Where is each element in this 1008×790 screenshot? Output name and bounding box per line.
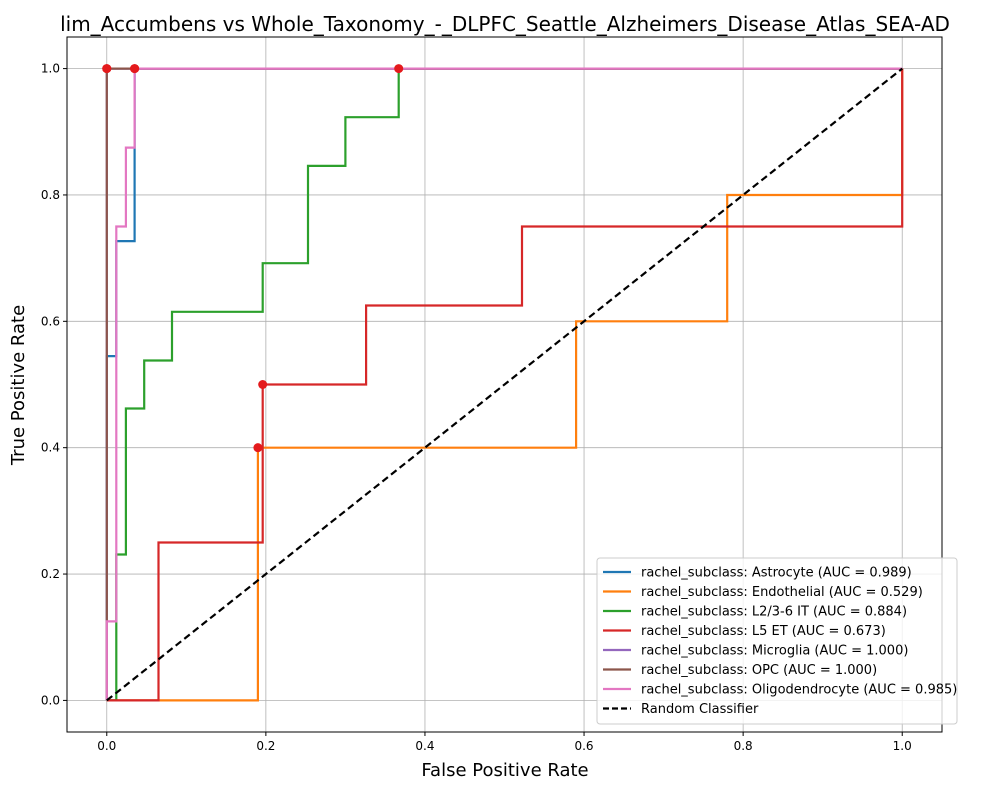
legend-label: rachel_subclass: L2/3-6 IT (AUC = 0.884) <box>641 605 907 620</box>
plot-area <box>102 64 904 702</box>
y-axis-label: True Positive Rate <box>8 305 29 466</box>
y-tick-label: 0.8 <box>41 188 60 202</box>
threshold-marker-6 <box>130 64 140 74</box>
legend: rachel_subclass: Astrocyte (AUC = 0.989)… <box>596 557 958 725</box>
series-line-3 <box>106 68 904 702</box>
legend-label: rachel_subclass: Endothelial (AUC = 0.52… <box>641 585 923 600</box>
legend-label: rachel_subclass: OPC (AUC = 1.000) <box>641 663 877 678</box>
chart-title: lim_Accumbens vs Whole_Taxonomy_-_DLPFC_… <box>60 12 950 36</box>
x-tick-label: 0.6 <box>574 739 593 753</box>
random-classifier-line <box>106 67 903 702</box>
legend-label: rachel_subclass: Astrocyte (AUC = 0.989) <box>641 566 912 581</box>
series-line-6 <box>105 67 903 701</box>
x-tick-label: 0.4 <box>415 739 434 753</box>
x-tick-label: 1.0 <box>893 739 912 753</box>
legend-label: Random Classifier <box>641 702 759 717</box>
legend-label: rachel_subclass: Oligodendrocyte (AUC = … <box>641 683 957 698</box>
legend-box <box>596 557 958 725</box>
y-ticks: 0.0 0.2 0.4 0.6 0.8 1.0 <box>41 62 67 707</box>
x-tick-label: 0.8 <box>734 739 753 753</box>
threshold-marker-3 <box>258 380 268 389</box>
x-tick-label: 0.2 <box>256 739 275 753</box>
threshold-marker-1 <box>253 443 263 453</box>
y-tick-label: 0.4 <box>41 441 60 455</box>
y-tick-label: 0.6 <box>41 314 60 328</box>
y-tick-label: 0.2 <box>41 567 60 581</box>
y-tick-label: 1.0 <box>41 62 60 76</box>
x-tick-label: 0.0 <box>97 739 116 753</box>
x-axis-label: False Positive Rate <box>421 760 588 781</box>
threshold-marker-5 <box>102 64 112 74</box>
threshold-marker-2 <box>394 64 404 74</box>
x-ticks: 0.0 0.2 0.4 0.6 0.8 1.0 <box>97 732 912 753</box>
y-tick-label: 0.0 <box>41 693 60 707</box>
series-line-2 <box>106 67 903 702</box>
series-line-1 <box>106 68 904 702</box>
legend-label: rachel_subclass: L5 ET (AUC = 0.673) <box>641 624 886 639</box>
axes-frame <box>66 36 943 733</box>
legend-label: rachel_subclass: Microglia (AUC = 1.000) <box>641 644 908 659</box>
